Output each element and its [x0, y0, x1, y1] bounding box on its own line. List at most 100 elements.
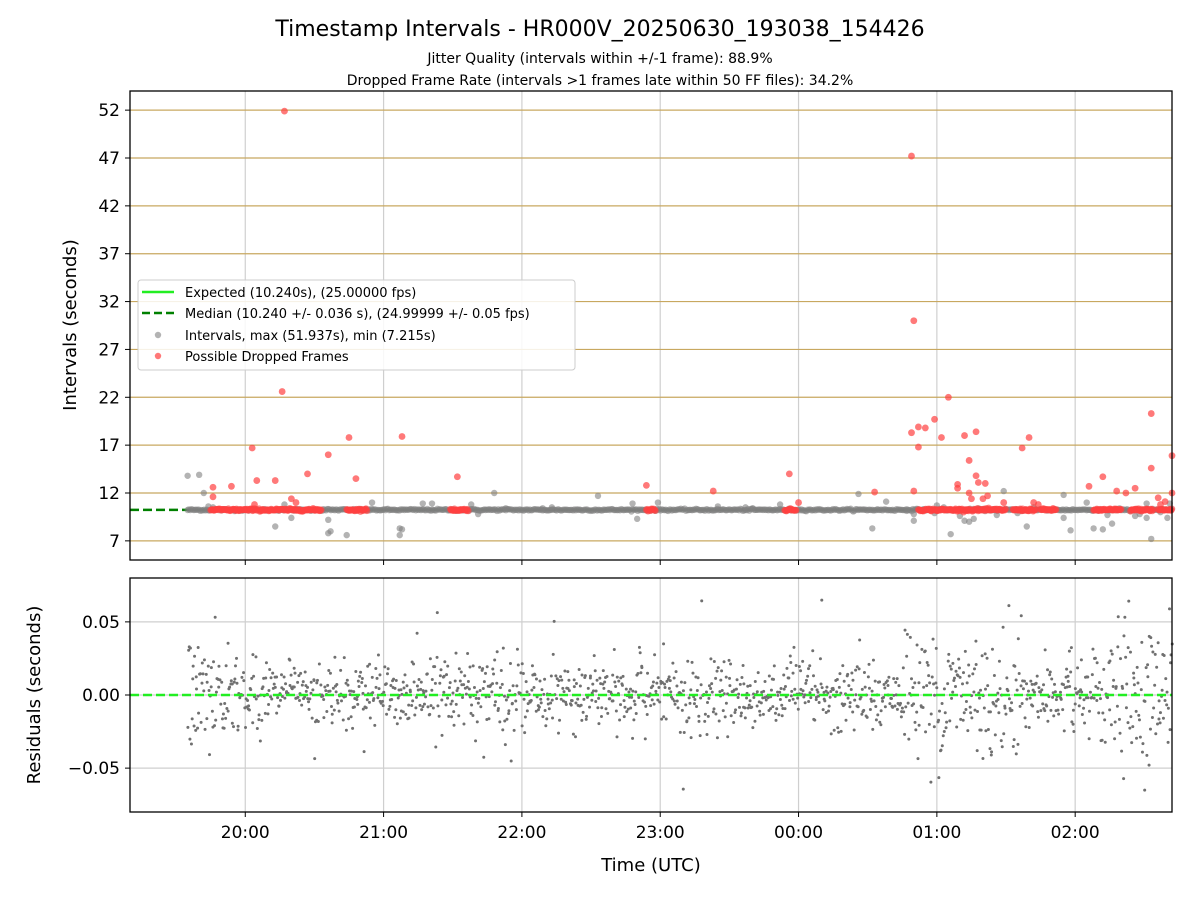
residual-point: [316, 720, 320, 724]
residual-point: [401, 680, 405, 684]
dropped-frame-point: [1034, 501, 1042, 508]
residual-point: [850, 671, 854, 675]
residual-point: [1135, 665, 1139, 669]
residual-point: [675, 699, 679, 703]
residual-point: [217, 685, 221, 689]
residual-point: [337, 709, 341, 713]
residual-point: [594, 689, 598, 693]
dropped-frame-point: [1000, 499, 1008, 506]
residual-point: [242, 671, 246, 675]
residual-point: [1070, 720, 1074, 724]
residual-point: [957, 666, 961, 670]
residual-point: [668, 679, 672, 683]
residual-point: [909, 677, 913, 681]
residual-point: [788, 699, 792, 703]
residual-point: [1080, 690, 1084, 694]
residual-point: [475, 720, 479, 724]
dropped-frame-point: [304, 470, 311, 478]
residual-point: [405, 684, 409, 688]
residual-point: [254, 697, 258, 701]
residual-point: [515, 684, 519, 688]
residual-point: [1127, 599, 1131, 603]
residual-point: [472, 685, 476, 689]
residual-point: [224, 664, 228, 668]
residual-point: [856, 705, 860, 709]
residual-point: [361, 707, 365, 711]
residual-point: [962, 711, 966, 715]
residual-point: [1030, 682, 1034, 686]
residual-point: [676, 706, 680, 710]
residual-point: [1001, 625, 1005, 629]
residual-point: [1016, 637, 1020, 641]
residual-point: [1066, 679, 1070, 683]
residual-point: [454, 651, 458, 655]
residual-point: [426, 705, 430, 709]
residual-point: [1069, 646, 1073, 650]
residual-point: [214, 690, 218, 694]
residual-point: [495, 650, 499, 654]
interval-point: [1164, 514, 1171, 522]
residual-point: [499, 669, 503, 673]
residual-point: [189, 742, 193, 746]
residual-point: [946, 682, 950, 686]
dropped-frame-point: [944, 393, 952, 401]
residual-point: [462, 722, 466, 726]
residual-point: [832, 728, 836, 732]
residual-point: [421, 705, 425, 709]
residual-point: [273, 685, 277, 689]
residual-point: [967, 663, 971, 667]
residual-point: [804, 681, 808, 685]
residual-point: [447, 714, 451, 718]
residual-point: [1088, 690, 1092, 694]
residual-point: [264, 676, 268, 680]
interval-point: [910, 517, 918, 524]
dropped-frame-point: [1002, 505, 1009, 513]
residual-point: [662, 715, 666, 719]
residual-point: [511, 684, 515, 688]
residual-point: [503, 743, 507, 747]
residual-point: [186, 725, 190, 729]
residual-point: [714, 712, 718, 716]
dropped-frame-point: [954, 484, 962, 492]
residual-point: [1123, 615, 1127, 619]
residual-point: [669, 690, 673, 694]
residual-point: [425, 672, 429, 676]
residual-point: [1048, 673, 1052, 677]
interval-point: [1023, 523, 1030, 530]
residual-point: [390, 697, 394, 701]
residual-point: [408, 690, 412, 694]
residual-point: [370, 675, 374, 679]
interval-point: [882, 498, 890, 505]
residual-point: [808, 664, 812, 668]
residual-point: [743, 716, 747, 720]
residual-point: [905, 632, 909, 636]
residual-point: [538, 679, 542, 683]
x-tick-label: 23:00: [636, 823, 685, 843]
residual-point: [948, 719, 952, 723]
dropped-frame-point: [251, 501, 258, 508]
residual-point: [451, 691, 455, 695]
residual-point: [402, 686, 406, 690]
residual-point: [501, 646, 505, 650]
residual-point: [420, 708, 424, 712]
residual-point: [1112, 678, 1116, 682]
residual-point: [724, 675, 728, 679]
residual-point: [992, 673, 996, 677]
residual-point: [726, 735, 730, 739]
residual-point: [656, 698, 660, 702]
residual-point: [794, 663, 798, 667]
residual-point: [326, 683, 330, 687]
residual-point: [435, 655, 439, 659]
interval-point: [654, 499, 662, 506]
residual-point: [753, 679, 757, 683]
residual-point: [1166, 740, 1170, 744]
residual-point: [908, 635, 912, 639]
residual-point: [1046, 719, 1050, 723]
residual-points: [186, 598, 1174, 792]
residual-point: [401, 710, 405, 714]
residual-point: [1019, 684, 1023, 688]
residual-point: [261, 685, 265, 689]
residual-point: [505, 717, 509, 721]
residual-point: [862, 671, 866, 675]
residual-point: [315, 681, 319, 685]
